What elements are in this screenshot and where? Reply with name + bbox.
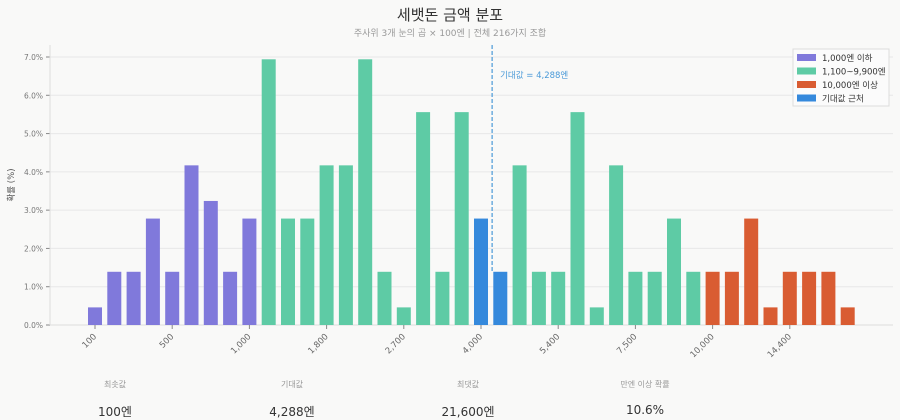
bar-7200	[609, 165, 624, 325]
x-tick-label: 5,400	[538, 332, 562, 356]
y-tick-label: 0.0%	[24, 321, 43, 330]
x-tick-label: 1,000	[229, 332, 253, 356]
bar-3200	[435, 271, 450, 325]
x-tick-label: 2,700	[384, 332, 408, 356]
legend-label-high: 10,000엔 이상	[822, 80, 878, 91]
bar-300	[126, 271, 141, 325]
y-tick-label: 7.0%	[24, 53, 43, 62]
bar-6400	[589, 307, 604, 325]
x-tick-label: 10,000	[689, 332, 717, 360]
y-tick-label: 1.0%	[24, 283, 43, 292]
bar-7500	[628, 271, 643, 325]
bar-5400	[551, 271, 566, 325]
legend-swatch-near	[797, 94, 816, 102]
x-tick-label: 500	[158, 332, 177, 351]
bar-10000	[705, 271, 720, 325]
legend-swatch-low	[797, 54, 816, 61]
bar-8000	[647, 271, 662, 325]
legend-label-mid: 1,100~9,900엔	[822, 67, 886, 78]
y-tick-label: 5.0%	[24, 130, 43, 139]
stat-label: 기대값	[280, 380, 304, 389]
bar-400	[145, 218, 160, 325]
bar-6000	[570, 112, 585, 325]
bar-3600	[454, 112, 469, 325]
bar-4500	[493, 271, 508, 325]
legend-swatch-high	[797, 81, 816, 88]
y-tick-label: 4.0%	[24, 168, 43, 177]
bar-2400	[358, 59, 373, 325]
stat-label: 최댓값	[456, 380, 480, 389]
stat-value: 100엔	[98, 405, 132, 419]
bar-2700	[396, 307, 411, 325]
bar-9600	[686, 271, 701, 325]
bar-14400	[782, 271, 797, 325]
bar-12000	[744, 218, 759, 325]
bar-600	[184, 165, 199, 325]
bar-1200	[261, 59, 276, 325]
y-tick-label: 2.0%	[24, 244, 43, 253]
stat-over-10000: 만엔 이상 확률 10.6%	[565, 379, 725, 417]
bar-3000	[416, 112, 431, 325]
x-tick-label: 4,000	[461, 332, 485, 356]
bar-1000	[242, 218, 257, 325]
chart-subtitle: 주사위 3개 눈의 곱 × 100엔 | 전체 216가지 조합	[353, 29, 547, 39]
legend-label-near: 기대값 근처	[822, 94, 864, 105]
stat-value: 10.6%	[625, 403, 665, 417]
stat-label: 최솟값	[103, 380, 127, 389]
bar-10800	[724, 271, 739, 325]
bar-800	[203, 200, 218, 325]
bar-chart: 0.0% 1.0% 2.0% 3.0% 4.0% 5.0% 6.0% 7.0% 확률 (%) 10…	[6, 45, 893, 360]
bar-1500	[281, 218, 295, 325]
stat-min: 최솟값 100엔	[35, 379, 195, 420]
y-axis-label: 확률 (%)	[6, 168, 17, 201]
bar-16000	[821, 271, 836, 325]
stat-value: 21,600엔	[441, 405, 495, 419]
bar-1800	[319, 165, 334, 325]
x-tick-label: 100	[81, 332, 100, 351]
bar-1600	[300, 218, 315, 325]
bar-5000	[531, 271, 546, 325]
bar-900	[223, 271, 238, 325]
bar-2000	[338, 165, 353, 325]
chart-title: 세뱃돈 금액 분포	[396, 6, 504, 24]
bar-200	[107, 271, 122, 325]
stat-label: 만엔 이상 확률	[620, 380, 670, 389]
x-tick-label: 14,400	[766, 332, 794, 360]
legend-swatch-mid	[797, 67, 816, 75]
bar-4800	[512, 165, 527, 325]
bar-4000	[474, 218, 488, 325]
bar-9000	[667, 218, 681, 325]
y-tick-label: 3.0%	[24, 206, 43, 215]
x-tick-label: 1,800	[306, 332, 330, 356]
bar-12500	[763, 307, 778, 325]
stat-value: 4,288엔	[269, 405, 315, 419]
bar-21600	[840, 307, 855, 325]
legend-label-low: 1,000엔 이하	[822, 53, 873, 64]
expected-value-annotation: 기대값 = 4,288엔	[500, 70, 568, 81]
stat-expected: 기대값 4,288엔	[212, 379, 372, 420]
x-tick-label: 7,500	[615, 332, 639, 356]
bar-2500	[377, 271, 392, 325]
bar-500	[165, 271, 180, 325]
stat-max: 최댓값 21,600엔	[388, 379, 548, 420]
bar-15000	[802, 271, 817, 325]
bar-100	[88, 307, 102, 325]
y-tick-label: 6.0%	[24, 91, 43, 100]
